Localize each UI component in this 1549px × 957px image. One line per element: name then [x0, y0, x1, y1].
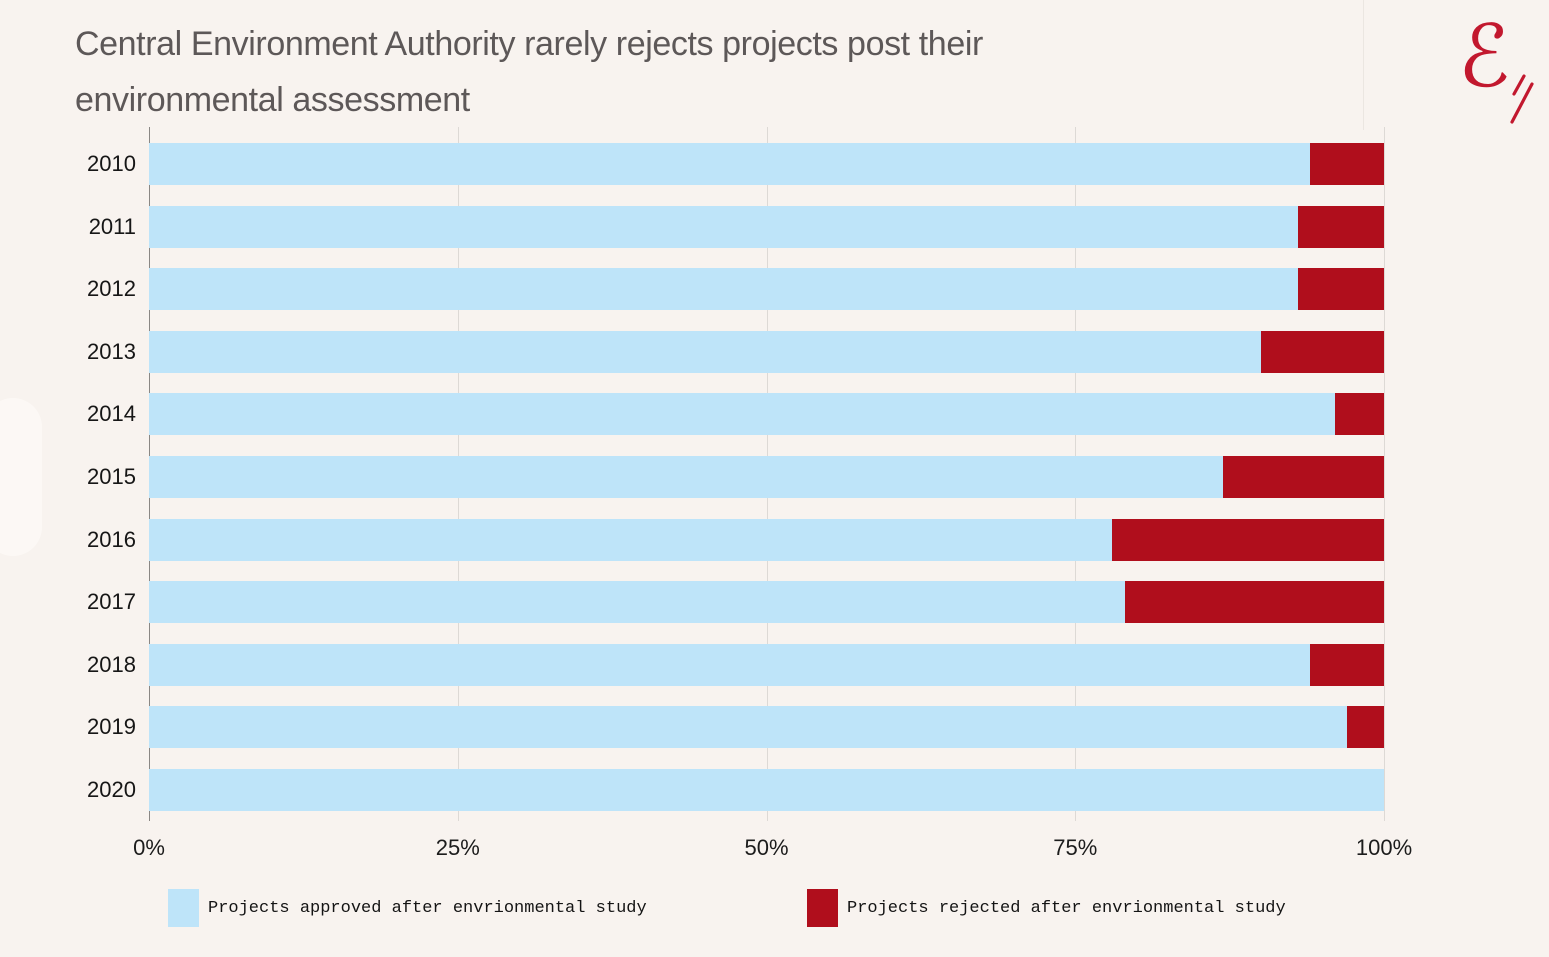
card-divider-line — [1363, 0, 1364, 130]
approved-bar-segment — [149, 143, 1310, 186]
legend-item-approved: Projects approved after envrionmental st… — [168, 889, 647, 927]
rejected-bar-segment — [1112, 518, 1384, 561]
bar-track — [149, 581, 1384, 624]
x-axis-tick-label: 25% — [435, 835, 480, 860]
legend-swatch-approved — [168, 889, 199, 927]
bar-row: 2020 — [87, 758, 1384, 821]
brand-logo: ℰ — [1450, 2, 1540, 132]
gridline-100pct — [1384, 127, 1385, 821]
legend-label-approved: Projects approved after envrionmental st… — [208, 898, 647, 918]
bar-row: 2018 — [87, 633, 1384, 696]
bar-track — [149, 518, 1384, 561]
year-label: 2018 — [87, 651, 136, 677]
bar-row: 2019 — [87, 696, 1384, 759]
approved-bar-segment — [149, 768, 1384, 811]
left-edge-decoration — [0, 398, 42, 556]
rejected-bar-segment — [1309, 143, 1384, 186]
legend-item-rejected: Projects rejected after envrionmental st… — [807, 889, 1286, 927]
year-label: 2020 — [87, 776, 136, 802]
x-axis-tick-label: 75% — [1053, 835, 1098, 860]
approved-bar-segment — [149, 643, 1310, 686]
x-axis-tick-label: 0% — [133, 835, 165, 860]
legend-swatch-rejected — [807, 889, 838, 927]
rejected-bar-segment — [1297, 205, 1384, 248]
year-label: 2017 — [87, 589, 136, 615]
chart-title-line-2: environmental assessment — [75, 81, 470, 119]
approved-bar-segment — [149, 268, 1298, 311]
bar-row: 2015 — [87, 446, 1384, 509]
bar-track — [149, 456, 1384, 498]
bar-row: 2011 — [89, 196, 1384, 259]
year-label: 2012 — [87, 276, 136, 302]
bar-row: 2013 — [87, 321, 1384, 384]
approved-bar-segment — [149, 456, 1224, 498]
bar-row: 2017 — [87, 571, 1384, 634]
year-label: 2013 — [87, 338, 136, 364]
bar-track — [149, 643, 1384, 686]
script-e-icon: ℰ — [1458, 7, 1511, 107]
approved-bar-segment — [149, 393, 1335, 436]
x-axis-tick-label: 100% — [1355, 835, 1413, 860]
approved-bar-segment — [149, 581, 1125, 624]
bar-track — [149, 330, 1384, 373]
year-label: 2015 — [87, 464, 136, 489]
bar-row: 2014 — [87, 383, 1384, 446]
approved-bar-segment — [149, 518, 1113, 561]
bar-track — [149, 768, 1384, 811]
approved-bar-segment — [149, 330, 1261, 373]
bar-track — [149, 143, 1384, 186]
bar-track — [149, 393, 1384, 436]
year-label: 2014 — [87, 401, 136, 427]
bar-row: 2010 — [87, 133, 1384, 196]
bar-row: 2012 — [87, 258, 1384, 321]
rejected-bar-segment — [1297, 268, 1384, 311]
bar-row: 2016 — [87, 508, 1384, 571]
x-axis: 0% 25% 50% 75% 100% — [133, 835, 1412, 865]
rejected-bar-segment — [1334, 393, 1384, 436]
year-label: 2016 — [87, 526, 136, 552]
legend-label-rejected: Projects rejected after envrionmental st… — [847, 898, 1286, 918]
rejected-bar-segment — [1346, 706, 1384, 749]
plot-area: 2010 2011 2012 2013 2014 2015 2016 2017 2018 2019… — [87, 127, 1385, 821]
bar-track — [149, 205, 1384, 248]
legend: Projects approved after envrionmental st… — [0, 889, 1549, 927]
rejected-bar-segment — [1260, 330, 1384, 373]
bar-track — [149, 268, 1384, 311]
chart-title-line-1: Central Environment Authority rarely rej… — [75, 25, 983, 63]
logo-slashes-icon — [1510, 74, 1534, 124]
bars-area: 2010 2011 2012 2013 2014 2015 2016 2017 2018 2019… — [87, 133, 1384, 821]
approved-bar-segment — [149, 205, 1298, 248]
approved-bar-segment — [149, 706, 1347, 749]
year-label: 2011 — [88, 213, 136, 239]
year-label: 2019 — [87, 714, 136, 740]
rejected-bar-segment — [1124, 581, 1384, 624]
chart-title: Central Environment Authority rarely rej… — [75, 16, 1325, 128]
rejected-bar-segment — [1223, 456, 1384, 498]
x-axis-tick-label: 50% — [744, 835, 789, 860]
bar-track — [149, 706, 1384, 749]
year-label: 2010 — [87, 151, 136, 177]
rejected-bar-segment — [1309, 643, 1384, 686]
